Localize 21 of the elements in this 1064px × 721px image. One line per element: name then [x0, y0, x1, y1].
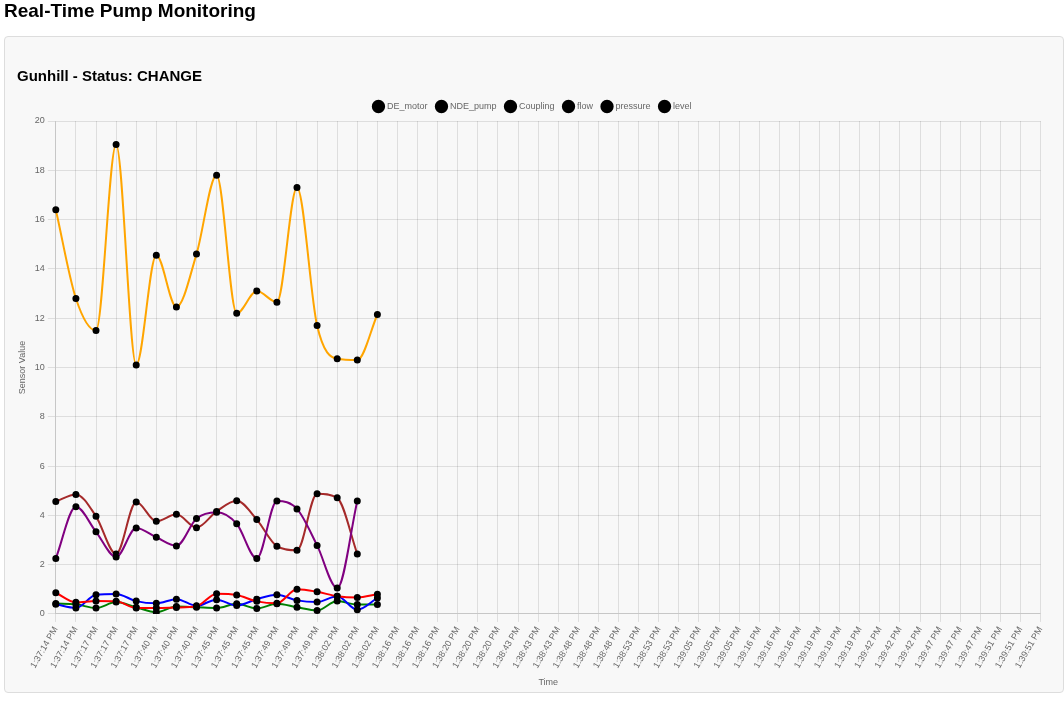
chart-subtitle: Gunhill - Status: CHANGE: [17, 67, 203, 84]
legend-label: pressure: [615, 100, 651, 111]
y-tick-label: 18: [34, 164, 45, 175]
legend-label: Coupling: [518, 100, 555, 111]
y-tick-label: 8: [39, 411, 45, 422]
x-axis-title: Time: [538, 677, 559, 688]
legend-label: level: [673, 100, 692, 111]
y-tick-label: 2: [39, 559, 45, 570]
y-tick-label: 20: [34, 115, 45, 126]
y-tick-label: 6: [39, 460, 45, 471]
legend-label: DE_motor: [386, 100, 428, 111]
y-tick-label: 16: [34, 214, 45, 225]
y-tick-label: 4: [39, 509, 45, 520]
y-tick-label: 10: [34, 361, 45, 372]
y-axis-title: Sensor Value: [16, 340, 27, 395]
y-tick-label: 12: [34, 312, 45, 323]
y-tick-label: 14: [34, 263, 45, 274]
legend-label: NDE_pump: [449, 100, 497, 111]
legend-label: flow: [577, 100, 594, 111]
chart-title: Real-Time Pump Monitoring: [4, 0, 257, 22]
y-tick-label: 0: [39, 608, 45, 619]
